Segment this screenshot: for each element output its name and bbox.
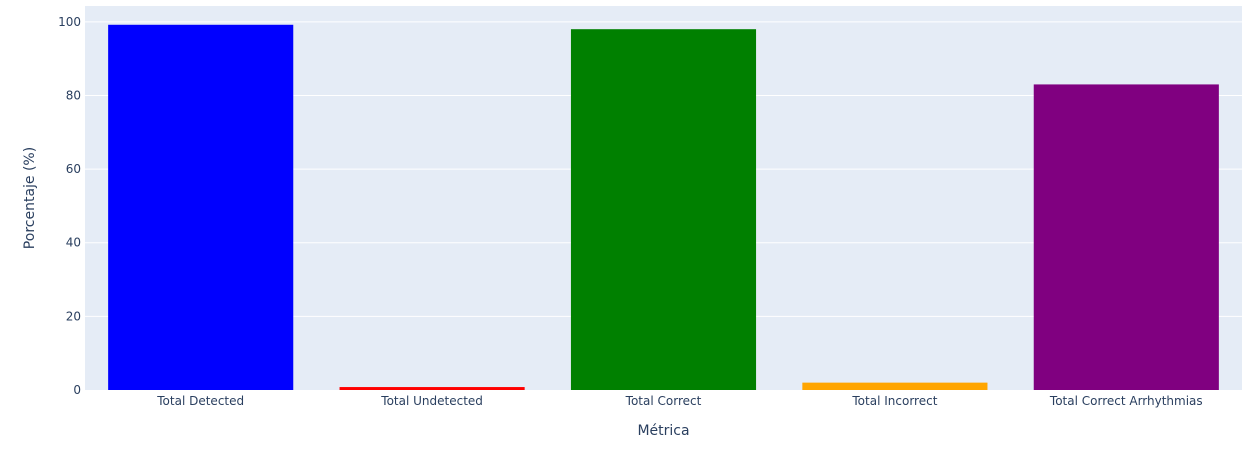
y-tick-label: 0 bbox=[73, 383, 81, 397]
bar-total-detected[interactable] bbox=[108, 24, 294, 390]
y-tick-label: 40 bbox=[66, 236, 81, 250]
x-tick-label: Total Correct bbox=[625, 394, 702, 408]
x-tick-label: Total Undetected bbox=[380, 394, 483, 408]
bars bbox=[108, 24, 1219, 390]
x-tick-label: Total Detected bbox=[156, 394, 244, 408]
bar-total-incorrect[interactable] bbox=[802, 382, 988, 390]
x-tick-label: Total Incorrect bbox=[851, 394, 937, 408]
y-tick-label: 100 bbox=[58, 15, 81, 29]
x-tick-label: Total Correct Arrhythmias bbox=[1049, 394, 1203, 408]
bar-total-correct[interactable] bbox=[570, 29, 757, 390]
y-tick-label: 80 bbox=[66, 88, 81, 102]
y-tick-label: 60 bbox=[66, 162, 81, 176]
bar-total-correct-arrhythmias[interactable] bbox=[1033, 84, 1219, 390]
x-axis-title: Métrica bbox=[637, 423, 689, 439]
y-axis-title: Porcentaje (%) bbox=[22, 147, 38, 249]
y-tick-label: 20 bbox=[66, 309, 81, 323]
y-axis-ticks: 0 20 40 60 80 100 bbox=[58, 15, 81, 397]
bar-total-undetected[interactable] bbox=[339, 387, 525, 390]
x-axis-ticks: Total Detected Total Undetected Total Corr… bbox=[156, 394, 1202, 408]
